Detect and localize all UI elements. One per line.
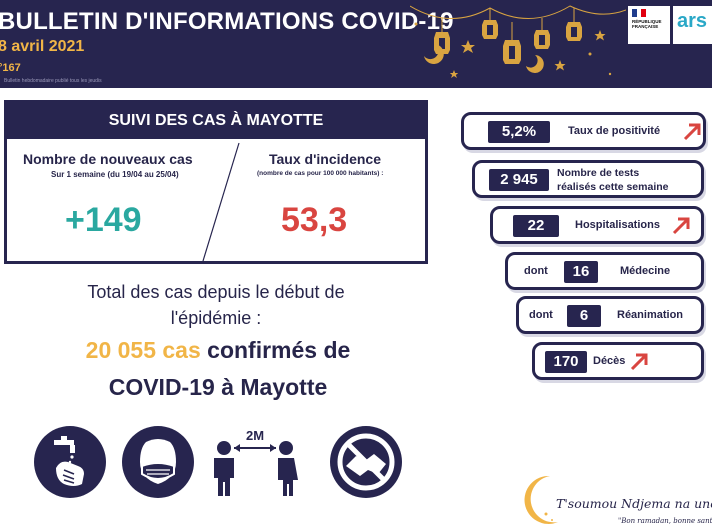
distance-label: 2M: [246, 428, 264, 443]
positivity-value: 5,2%: [488, 121, 550, 143]
bulletin-small-text: Bulletin hebdomadaire publié tous les je…: [4, 78, 102, 84]
hospitalisations-label: Hospitalisations: [575, 219, 660, 231]
total-text-line-1: Total des cas depuis le début de: [87, 282, 345, 302]
ars-logo: ars: [673, 6, 712, 44]
tests-count-card: 2 945 Nombre de tests réalisés cette sem…: [472, 160, 704, 198]
total-text-line-2: l'épidémie :: [170, 308, 262, 328]
total-location-line: COVID-19 à Mayotte: [108, 374, 328, 400]
suivi-box-title: SUIVI DES CAS À MAYOTTE: [108, 112, 324, 129]
suivi-box-content: Nombre de nouveaux cas Sur 1 semaine (du…: [7, 139, 425, 261]
bulletin-date: 8 avril 2021: [0, 38, 85, 55]
distance-2m-icon: 2M: [210, 426, 298, 498]
tests-label: Nombre de tests réalisés cette semaine: [557, 166, 669, 194]
bulletin-title: BULLETIN D'INFORMATIONS COVID-19: [0, 8, 454, 35]
medecine-card: dont 16 Médecine: [505, 252, 704, 290]
new-cases-label: Nombre de nouveaux cas: [23, 151, 193, 167]
tests-label-line-2: réalisés cette semaine: [557, 181, 669, 193]
incidence-value: 53,3: [281, 201, 348, 239]
republique-francaise-logo: RÉPUBLIQUE FRANÇAISE: [628, 6, 670, 44]
medecine-value: 16: [564, 261, 598, 283]
total-cases-count: 20 055 cas: [85, 337, 201, 363]
medecine-label: Médecine: [620, 265, 671, 277]
suivi-cases-box: SUIVI DES CAS À MAYOTTE Nombre de nouvea…: [4, 100, 428, 264]
mask-icon: [122, 426, 194, 498]
new-cases-period: Sur 1 semaine (du 19/04 au 25/04): [51, 170, 179, 179]
trend-up-arrow-icon: [683, 123, 701, 141]
bulletin-number: °167: [0, 62, 21, 74]
diagonal-divider: [202, 142, 240, 261]
crescent-moon-icon: [524, 475, 558, 524]
reanimation-value: 6: [567, 305, 601, 327]
total-confirmed-text: confirmés de: [200, 337, 351, 363]
hospitalisations-value: 22: [513, 215, 559, 237]
republique-line-1: RÉPUBLIQUE: [632, 19, 662, 24]
tests-value: 2 945: [489, 169, 549, 191]
reanimation-label: Réanimation: [617, 309, 684, 321]
deaths-value: 170: [545, 351, 587, 373]
incidence-label: Taux d'incidence: [269, 151, 381, 167]
deaths-label: Décès: [593, 355, 626, 367]
reanimation-prefix: dont: [529, 309, 553, 321]
positivity-label: Taux de positivité: [568, 125, 661, 137]
republique-line-2: FRANÇAISE: [632, 24, 659, 29]
ars-logo-text: ars: [677, 10, 708, 32]
incidence-subtitle: (nombre de cas pour 100 000 habitants) :: [257, 170, 384, 177]
total-confirmed-line: 20 055 cas confirmés de: [0, 337, 436, 364]
trend-up-arrow-icon: [630, 353, 648, 371]
header-banner: BULLETIN D'INFORMATIONS COVID-19 8 avril…: [0, 0, 712, 88]
trend-up-arrow-icon: [672, 217, 690, 235]
tests-label-line-1: Nombre de tests: [557, 167, 640, 179]
ramadan-tagline: "Bon ramadan, bonne santé": [618, 517, 712, 525]
hospitalisations-card: 22 Hospitalisations: [490, 206, 704, 244]
positivity-rate-card: 5,2% Taux de positivité: [461, 112, 706, 150]
ramadan-slogan: T'soumou Ndjema na unono: [556, 496, 712, 511]
suivi-box-header: SUIVI DES CAS À MAYOTTE: [7, 103, 425, 139]
new-cases-value: +149: [65, 201, 142, 239]
no-handshake-icon: [330, 426, 402, 498]
reanimation-card: dont 6 Réanimation: [516, 296, 704, 334]
handwashing-icon: [34, 426, 106, 498]
ramadan-lanterns-decoration: [410, 5, 626, 78]
deaths-card: 170 Décès: [532, 342, 704, 380]
medecine-prefix: dont: [524, 265, 548, 277]
french-flag-icon: [632, 9, 647, 17]
